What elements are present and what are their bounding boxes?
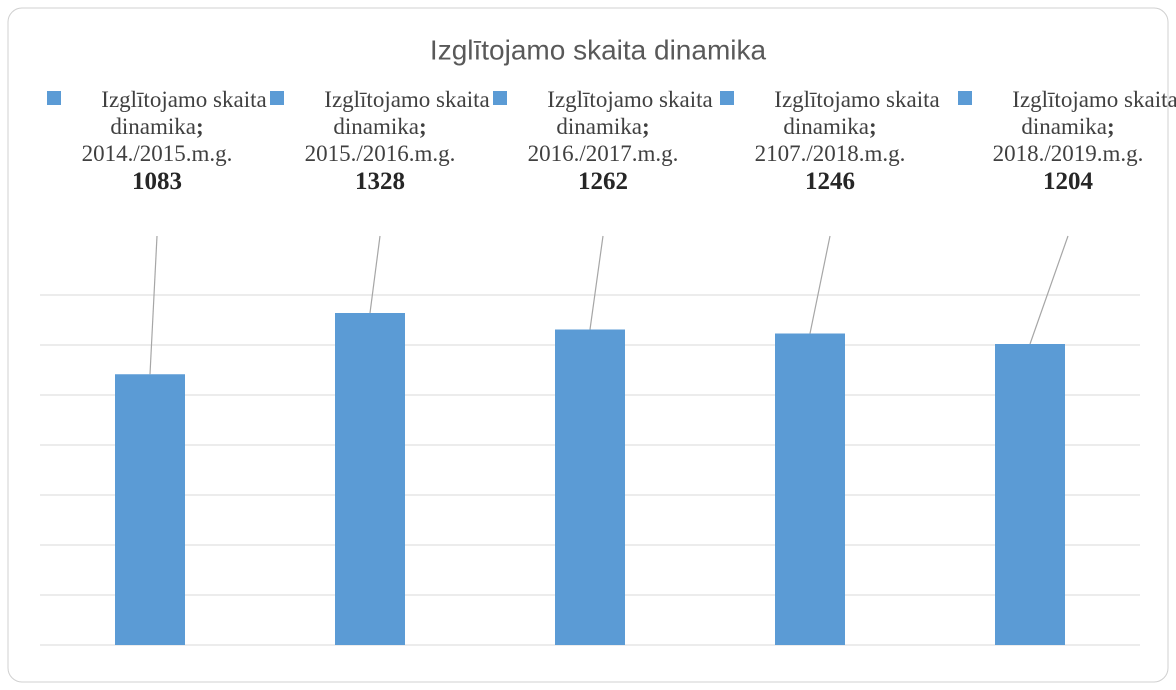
category-label: 2107./2018.m.g. <box>754 141 906 166</box>
leader-line <box>809 235 831 334</box>
series-name: Izglītojamo skaita dinamika <box>1012 87 1176 139</box>
series-name: Izglītojamo skaita dinamika <box>324 87 489 139</box>
bar <box>335 313 405 645</box>
data-label: Izglītojamo skaita dinamika 2015./2016.m… <box>269 86 491 197</box>
leader-line <box>1029 235 1069 345</box>
value-label: 1328 <box>355 168 405 195</box>
legend-marker <box>47 91 62 105</box>
value-label: 1204 <box>1043 168 1093 195</box>
bar <box>115 374 185 645</box>
category-label: 2014./2015.m.g. <box>81 141 233 166</box>
value-label: 1083 <box>132 168 182 195</box>
category-label: 2018./2019.m.g. <box>992 141 1144 166</box>
leader-line <box>149 235 158 375</box>
data-label: Izglītojamo skaita dinamika 2107./2018.m… <box>719 86 941 197</box>
legend-marker <box>958 91 973 105</box>
data-label: Izglītojamo skaita dinamika 2018./2019.m… <box>957 86 1176 197</box>
bar <box>995 344 1065 645</box>
data-label: Izglītojamo skaita dinamika 2014./2015.m… <box>46 86 268 197</box>
category-label: 2015./2016.m.g. <box>304 141 456 166</box>
value-label: 1246 <box>805 168 855 195</box>
series-name: Izglītojamo skaita dinamika <box>101 87 266 139</box>
series-name: Izglītojamo skaita dinamika <box>547 87 712 139</box>
legend-marker <box>270 91 285 105</box>
value-label: 1262 <box>578 168 628 195</box>
legend-marker <box>493 91 508 105</box>
leader-line <box>369 235 381 314</box>
bar <box>555 329 625 645</box>
legend-marker <box>720 91 735 105</box>
category-label: 2016./2017.m.g. <box>527 141 679 166</box>
leader-line <box>589 235 604 330</box>
chart-title: Izglītojamo skaita dinamika <box>430 34 767 65</box>
data-label: Izglītojamo skaita dinamika 2016./2017.m… <box>492 86 714 197</box>
series-name: Izglītojamo skaita dinamika <box>774 87 939 139</box>
bar <box>775 333 845 645</box>
